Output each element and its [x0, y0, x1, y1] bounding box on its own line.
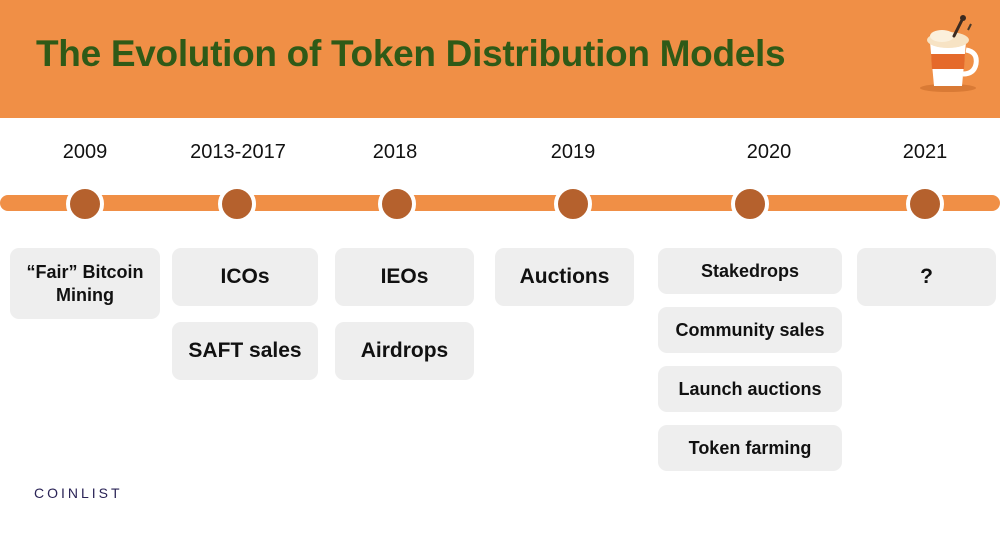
timeline-node-2009: [66, 185, 104, 223]
card-icos: ICOs: [172, 248, 318, 306]
year-label-2020: 2020: [746, 141, 792, 163]
header-banner: The Evolution of Token Distribution Mode…: [0, 0, 1000, 118]
year-label-2019: 2019: [550, 141, 596, 163]
card-ieos: IEOs: [335, 248, 474, 306]
year-label-2018: 2018: [372, 141, 418, 163]
year-label-2009: 2009: [62, 141, 108, 163]
timeline-node-2018: [378, 185, 416, 223]
page-title: The Evolution of Token Distribution Mode…: [36, 33, 786, 74]
card-saft-sales: SAFT sales: [172, 322, 318, 380]
coinlist-logo: COINLIST: [34, 485, 123, 501]
timeline-track: [0, 195, 1000, 211]
timeline-node-2013-2017: [218, 185, 256, 223]
timeline-node-2019: [554, 185, 592, 223]
card-auctions: Auctions: [495, 248, 634, 306]
card-launch-auctions: Launch auctions: [658, 366, 842, 412]
card-community-sales: Community sales: [658, 307, 842, 353]
card-unknown-future: ?: [857, 248, 996, 306]
year-label-2021: 2021: [902, 141, 948, 163]
timeline-node-2021: [906, 185, 944, 223]
year-label-2013-2017: 2013-2017: [190, 141, 286, 163]
card-stakedrops: Stakedrops: [658, 248, 842, 294]
card-fair-bitcoin-mining: “Fair” Bitcoin Mining: [10, 248, 160, 319]
timeline-node-2020: [731, 185, 769, 223]
card-airdrops: Airdrops: [335, 322, 474, 380]
card-token-farming: Token farming: [658, 425, 842, 471]
coffee-mug-icon: [920, 15, 979, 92]
